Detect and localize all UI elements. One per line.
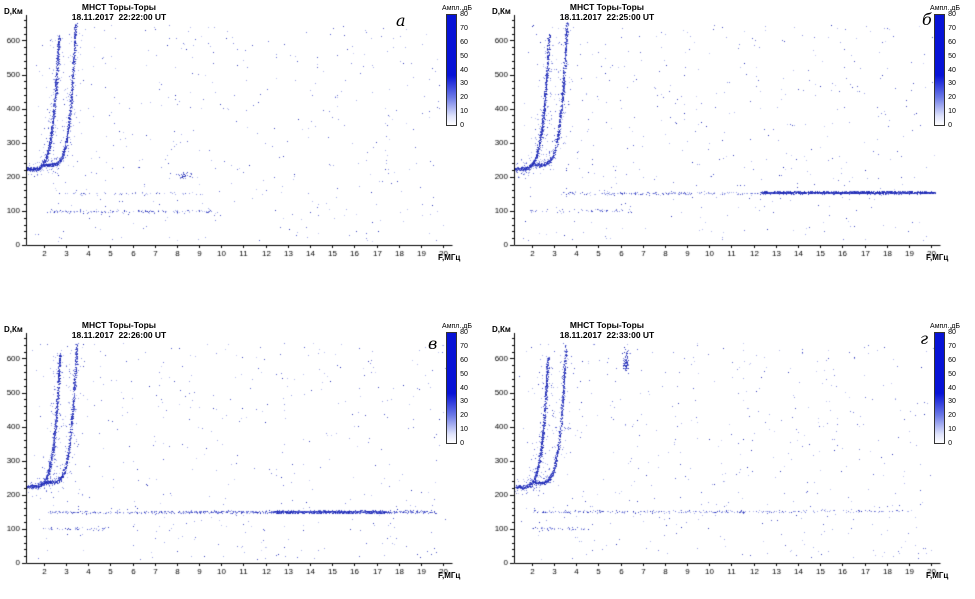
colorbar-label: Ампл.,дБ (442, 323, 472, 330)
x-axis-label: F,МГц (438, 571, 461, 580)
colorbar-gradient (446, 14, 458, 126)
x-axis-label: F,МГц (926, 571, 949, 580)
ionogram-panel-g: МНСТ Торы-Торы 18.11.2017 22:33:00 UT D,… (488, 320, 975, 599)
colorbar-ticks: 80 70 60 50 40 30 20 10 0 (948, 329, 956, 447)
colorbar-tick: 40 (460, 66, 468, 74)
colorbar-tick: 20 (948, 94, 956, 102)
panel-letter: а (396, 11, 406, 30)
colorbar-tick: 80 (460, 11, 468, 18)
colorbar-tick: 40 (948, 66, 956, 74)
colorbar-tick: 60 (460, 38, 468, 46)
y-axis-label: D,Км (492, 7, 511, 16)
colorbar-tick: 10 (948, 426, 956, 434)
colorbar-tick: 20 (460, 412, 468, 420)
colorbar-tick: 50 (948, 52, 956, 60)
colorbar-tick: 80 (948, 11, 956, 18)
ionogram-panel-v: МНСТ Торы-Торы 18.11.2017 22:26:00 UT D,… (0, 320, 487, 599)
colorbar-tick: 40 (460, 384, 468, 392)
colorbar-tick: 50 (460, 370, 468, 378)
colorbar-ticks: 80 70 60 50 40 30 20 10 0 (948, 11, 956, 129)
colorbar-label: Ампл.,дБ (442, 5, 472, 12)
colorbar-body: 80 70 60 50 40 30 20 10 0 (431, 329, 483, 447)
y-axis-label: D,Км (4, 325, 23, 334)
colorbar-gradient (934, 14, 946, 126)
colorbar-tick: 10 (460, 108, 468, 116)
panel-header: МНСТ Торы-Торы 18.11.2017 22:22:00 UT (24, 2, 214, 22)
datetime-label: 18.11.2017 22:26:00 UT (71, 330, 167, 340)
colorbar-tick: 0 (948, 440, 952, 447)
panel-letter: г (920, 329, 929, 348)
colorbar-tick: 40 (948, 384, 956, 392)
colorbar-gradient (934, 332, 946, 444)
x-axis-label: F,МГц (438, 253, 461, 262)
colorbar-tick: 30 (948, 398, 956, 406)
panel-header: МНСТ Торы-Торы 18.11.2017 22:33:00 UT (512, 320, 702, 340)
colorbar-tick: 30 (460, 398, 468, 406)
colorbar-tick: 50 (460, 52, 468, 60)
colorbar-tick: 80 (460, 329, 468, 336)
ionogram-plot-canvas (0, 2, 487, 264)
ionogram-panel-b: МНСТ Торы-Торы 18.11.2017 22:25:00 UT D,… (488, 2, 975, 281)
colorbar-gradient (446, 332, 458, 444)
y-axis-label: D,Км (492, 325, 511, 334)
colorbar-ticks: 80 70 60 50 40 30 20 10 0 (460, 11, 468, 129)
colorbar-label: Ампл.,дБ (930, 5, 960, 12)
colorbar-tick: 60 (460, 356, 468, 364)
station-title: МНСТ Торы-Торы (569, 320, 645, 330)
colorbar-tick: 70 (460, 342, 468, 350)
colorbar-tick: 60 (948, 356, 956, 364)
colorbar-body: 80 70 60 50 40 30 20 10 0 (431, 11, 483, 129)
colorbar: Ампл.,дБ 80 70 60 50 40 30 20 10 0 (431, 5, 483, 129)
colorbar-body: 80 70 60 50 40 30 20 10 0 (919, 329, 971, 447)
colorbar: Ампл.,дБ 80 70 60 50 40 30 20 10 0 (431, 323, 483, 447)
colorbar-tick: 20 (948, 412, 956, 420)
colorbar-tick: 70 (948, 342, 956, 350)
colorbar-tick: 80 (948, 329, 956, 336)
colorbar-tick: 60 (948, 38, 956, 46)
colorbar-tick: 30 (948, 80, 956, 88)
panel-letter: б (922, 10, 932, 29)
colorbar-ticks: 80 70 60 50 40 30 20 10 0 (460, 329, 468, 447)
colorbar-tick: 0 (460, 440, 464, 447)
panel-letter: в (428, 334, 438, 353)
datetime-label: 18.11.2017 22:22:00 UT (71, 12, 167, 22)
datetime-label: 18.11.2017 22:25:00 UT (559, 12, 655, 22)
station-title: МНСТ Торы-Торы (569, 2, 645, 12)
y-axis-label: D,Км (4, 7, 23, 16)
colorbar-tick: 10 (460, 426, 468, 434)
colorbar-tick: 20 (460, 94, 468, 102)
station-title: МНСТ Торы-Торы (81, 2, 157, 12)
colorbar-tick: 50 (948, 370, 956, 378)
colorbar-label: Ампл.,дБ (930, 323, 960, 330)
colorbar: Ампл.,дБ 80 70 60 50 40 30 20 10 0 (919, 323, 971, 447)
ionogram-plot-canvas (488, 2, 975, 264)
colorbar-tick: 30 (460, 80, 468, 88)
datetime-label: 18.11.2017 22:33:00 UT (559, 330, 655, 340)
ionogram-plot-canvas (488, 320, 975, 582)
ionogram-plot-canvas (0, 320, 487, 582)
colorbar-tick: 0 (948, 122, 952, 129)
colorbar-body: 80 70 60 50 40 30 20 10 0 (919, 11, 971, 129)
colorbar: Ампл.,дБ 80 70 60 50 40 30 20 10 0 (919, 5, 971, 129)
x-axis-label: F,МГц (926, 253, 949, 262)
panel-header: МНСТ Торы-Торы 18.11.2017 22:25:00 UT (512, 2, 702, 22)
colorbar-tick: 70 (460, 24, 468, 32)
colorbar-tick: 70 (948, 24, 956, 32)
colorbar-tick: 10 (948, 108, 956, 116)
station-title: МНСТ Торы-Торы (81, 320, 157, 330)
ionogram-panel-a: МНСТ Торы-Торы 18.11.2017 22:22:00 UT D,… (0, 2, 487, 281)
panel-header: МНСТ Торы-Торы 18.11.2017 22:26:00 UT (24, 320, 214, 340)
colorbar-tick: 0 (460, 122, 464, 129)
